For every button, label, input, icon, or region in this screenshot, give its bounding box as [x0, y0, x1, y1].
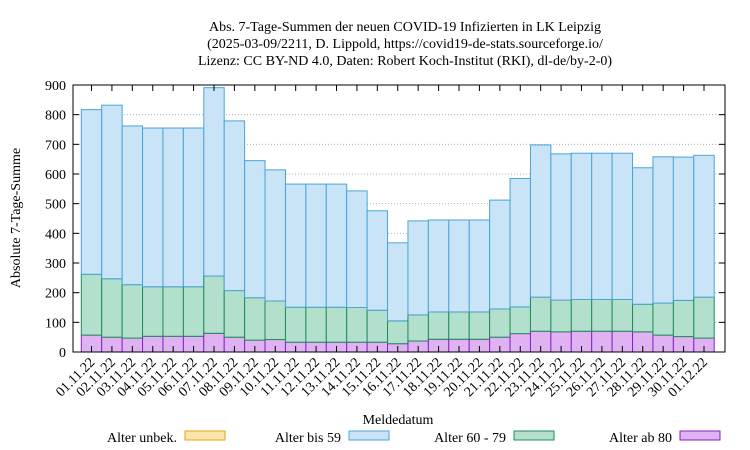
bar-alter-60-79 — [387, 320, 409, 345]
bar-alter-60-79 — [346, 307, 368, 343]
bar-alter-bis-59 — [672, 156, 695, 301]
bar-alter-bis-59 — [284, 183, 307, 308]
y-tick-label: 200 — [45, 287, 66, 302]
legend-swatch — [348, 430, 390, 441]
bar-alter-bis-59 — [203, 87, 225, 277]
bar-alter-60-79 — [182, 286, 205, 337]
legend: Alter unbek. Alter bis 59 Alter 60 - 79 Alt… — [107, 430, 721, 446]
bar-alter-bis-59 — [448, 219, 470, 313]
legend-label: Alter bis 59 — [275, 431, 341, 446]
title-line-1: Abs. 7-Tage-Summen der neuen COVID-19 In… — [209, 20, 601, 35]
y-tick-label: 0 — [59, 346, 66, 361]
bar-alter-bis-59 — [529, 144, 552, 298]
bar-alter-bis-59 — [591, 152, 613, 300]
bar-alter-60-79 — [529, 296, 552, 332]
bar-alter-bis-59 — [80, 109, 103, 275]
bar-alter-60-79 — [468, 311, 491, 340]
bar-alter-60-79 — [611, 298, 634, 332]
title-line-3: Lizenz: CC BY-ND 4.0, Daten: Robert Koch… — [198, 54, 612, 69]
bar-alter-bis-59 — [632, 167, 654, 305]
bar-alter-60-79 — [203, 275, 225, 334]
bar-alter-60-79 — [550, 299, 572, 333]
bar-alter-bis-59 — [223, 120, 246, 292]
bar-alter-60-79 — [325, 306, 348, 343]
bar-alter-60-79 — [264, 300, 286, 341]
bar-alter-60-79 — [570, 298, 593, 332]
bar-alter-bis-59 — [366, 210, 389, 311]
bar-alter-bis-59 — [244, 160, 266, 299]
plot-frame — [72, 84, 726, 353]
y-axis-ticks: 0 100 200 300 400 500 600 700 800 900 — [45, 79, 725, 361]
bar-alter-bis-59 — [346, 190, 368, 308]
bar-alter-60-79 — [427, 311, 450, 340]
bar-alter-60-79 — [489, 308, 511, 338]
y-axis-label: Absolute 7-Tage-Summe — [9, 148, 24, 288]
y-tick-label: 500 — [45, 198, 66, 213]
x-axis-label: Meldedatum — [363, 413, 434, 428]
bar-alter-bis-59 — [489, 199, 511, 310]
bar-alter-bis-59 — [387, 242, 409, 322]
bar-alter-60-79 — [80, 273, 103, 336]
chart-title: Abs. 7-Tage-Summen der neuen COVID-19 In… — [198, 20, 612, 69]
legend-label: Alter ab 80 — [609, 431, 672, 446]
bar-alter-60-79 — [407, 314, 429, 342]
bar-alter-bis-59 — [509, 177, 531, 308]
bar-alter-bis-59 — [264, 169, 286, 302]
bar-alter-bis-59 — [611, 152, 634, 300]
bar-alter-bis-59 — [101, 104, 123, 280]
bar-alter-bis-59 — [407, 220, 429, 316]
legend-swatch — [513, 430, 555, 441]
bar-alter-60-79 — [162, 286, 184, 337]
bar-alter-60-79 — [142, 286, 164, 337]
y-tick-label: 900 — [45, 79, 66, 94]
bar-alter-60-79 — [652, 302, 674, 336]
bar-alter-bis-59 — [182, 127, 205, 288]
bar-alter-60-79 — [591, 298, 613, 332]
legend-label: Alter 60 - 79 — [434, 431, 506, 446]
legend-label: Alter unbek. — [107, 431, 177, 446]
y-tick-label: 700 — [45, 138, 66, 153]
legend-swatch — [679, 430, 721, 441]
bar-alter-bis-59 — [468, 219, 491, 313]
y-tick-label: 300 — [45, 257, 66, 272]
bar-alter-60-79 — [305, 306, 327, 343]
bar-alter-60-79 — [366, 309, 389, 343]
bar-alter-bis-59 — [570, 152, 593, 300]
bar-alter-60-79 — [121, 284, 144, 339]
bar-alter-bis-59 — [305, 183, 327, 308]
bars — [80, 87, 715, 353]
bar-alter-60-79 — [448, 311, 470, 340]
bar-alter-60-79 — [223, 290, 246, 338]
bar-alter-60-79 — [672, 299, 695, 338]
bar-alter-bis-59 — [693, 154, 715, 298]
bar-alter-60-79 — [284, 306, 307, 343]
y-tick-label: 600 — [45, 168, 66, 183]
y-tick-label: 100 — [45, 316, 66, 331]
y-tick-label: 800 — [45, 109, 66, 124]
bar-alter-60-79 — [101, 278, 123, 338]
legend-swatch — [184, 430, 226, 441]
bar-alter-60-79 — [509, 306, 531, 335]
title-line-2: (2025-03-09/2211, D. Lippold, https://co… — [207, 37, 603, 52]
bar-alter-bis-59 — [325, 183, 348, 308]
bar-alter-bis-59 — [427, 219, 450, 313]
bar-alter-bis-59 — [142, 127, 164, 288]
bar-alter-60-79 — [693, 296, 715, 339]
bar-alter-bis-59 — [550, 153, 572, 301]
bar-alter-60-79 — [244, 297, 266, 341]
bar-alter-bis-59 — [121, 125, 144, 286]
bar-alter-bis-59 — [162, 127, 184, 288]
bar-alter-60-79 — [632, 303, 654, 333]
bar-alter-bis-59 — [652, 156, 674, 304]
y-tick-label: 400 — [45, 227, 66, 242]
